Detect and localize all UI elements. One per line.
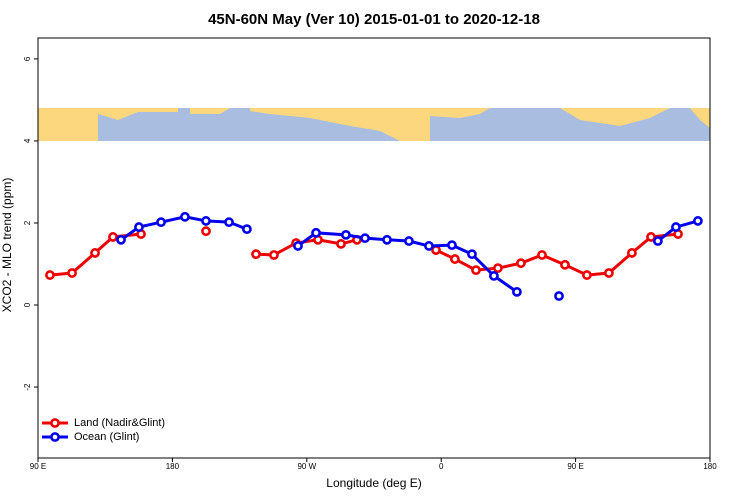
series-point [341, 229, 351, 240]
y-tick-label: -2 [23, 383, 32, 391]
series-point [646, 232, 656, 242]
series-point [90, 248, 100, 258]
series-point [554, 291, 564, 301]
series-point [693, 216, 703, 226]
series-point [652, 236, 663, 246]
x-tick-label: 90 W [297, 462, 316, 471]
series-point [489, 270, 499, 281]
series-point [269, 250, 279, 260]
series-point [311, 227, 321, 238]
series-point [108, 232, 118, 242]
legend-label: Land (Nadir&Glint) [74, 417, 165, 429]
legend-label: Ocean (Glint) [74, 431, 139, 443]
series-point [450, 254, 460, 264]
series-point [582, 270, 592, 280]
x-tick-label: 90 E [567, 462, 583, 471]
series-point [560, 259, 570, 270]
series-point [180, 211, 190, 222]
series-point [251, 249, 261, 260]
x-tick-label: 90 E [30, 462, 46, 471]
series-point [45, 270, 55, 280]
x-tick-label: 0 [439, 462, 444, 471]
series-point [360, 233, 370, 244]
y-tick-label: 6 [23, 56, 32, 61]
series-point [336, 238, 346, 249]
series-point [447, 240, 457, 251]
series-point [537, 250, 547, 260]
map-band [38, 108, 710, 141]
x-tick-label: 180 [703, 462, 717, 471]
x-tick-label: 180 [166, 462, 180, 471]
series-point [242, 224, 252, 235]
series-point [512, 286, 522, 297]
y-tick-label: 0 [23, 302, 32, 307]
series-point [404, 236, 414, 246]
series-point [516, 258, 526, 269]
legend-marker [50, 418, 60, 428]
series-point [156, 217, 166, 228]
x-axis-label: Longitude (deg E) [326, 476, 421, 490]
series-point [671, 222, 681, 232]
series-point [626, 248, 637, 258]
y-tick-label: 2 [23, 220, 32, 225]
y-axis-label: XCO2 - MLO trend (ppm) [0, 178, 14, 313]
series-point [382, 234, 392, 245]
chart-title: 45N-60N May (Ver 10) 2015-01-01 to 2020-… [208, 11, 540, 28]
series-point [134, 222, 144, 232]
series-point [467, 249, 477, 260]
series-point [67, 268, 77, 278]
series-point [293, 241, 303, 251]
series-point [493, 263, 503, 273]
series-point [224, 217, 234, 228]
series-point [604, 268, 614, 278]
plot-frame [37, 37, 711, 459]
series-point [201, 226, 211, 237]
legend-marker [50, 432, 60, 442]
series-point [201, 216, 211, 226]
y-tick-label: 4 [23, 138, 32, 143]
series-point [424, 241, 434, 251]
series-point [116, 234, 126, 245]
series-point [471, 265, 481, 276]
